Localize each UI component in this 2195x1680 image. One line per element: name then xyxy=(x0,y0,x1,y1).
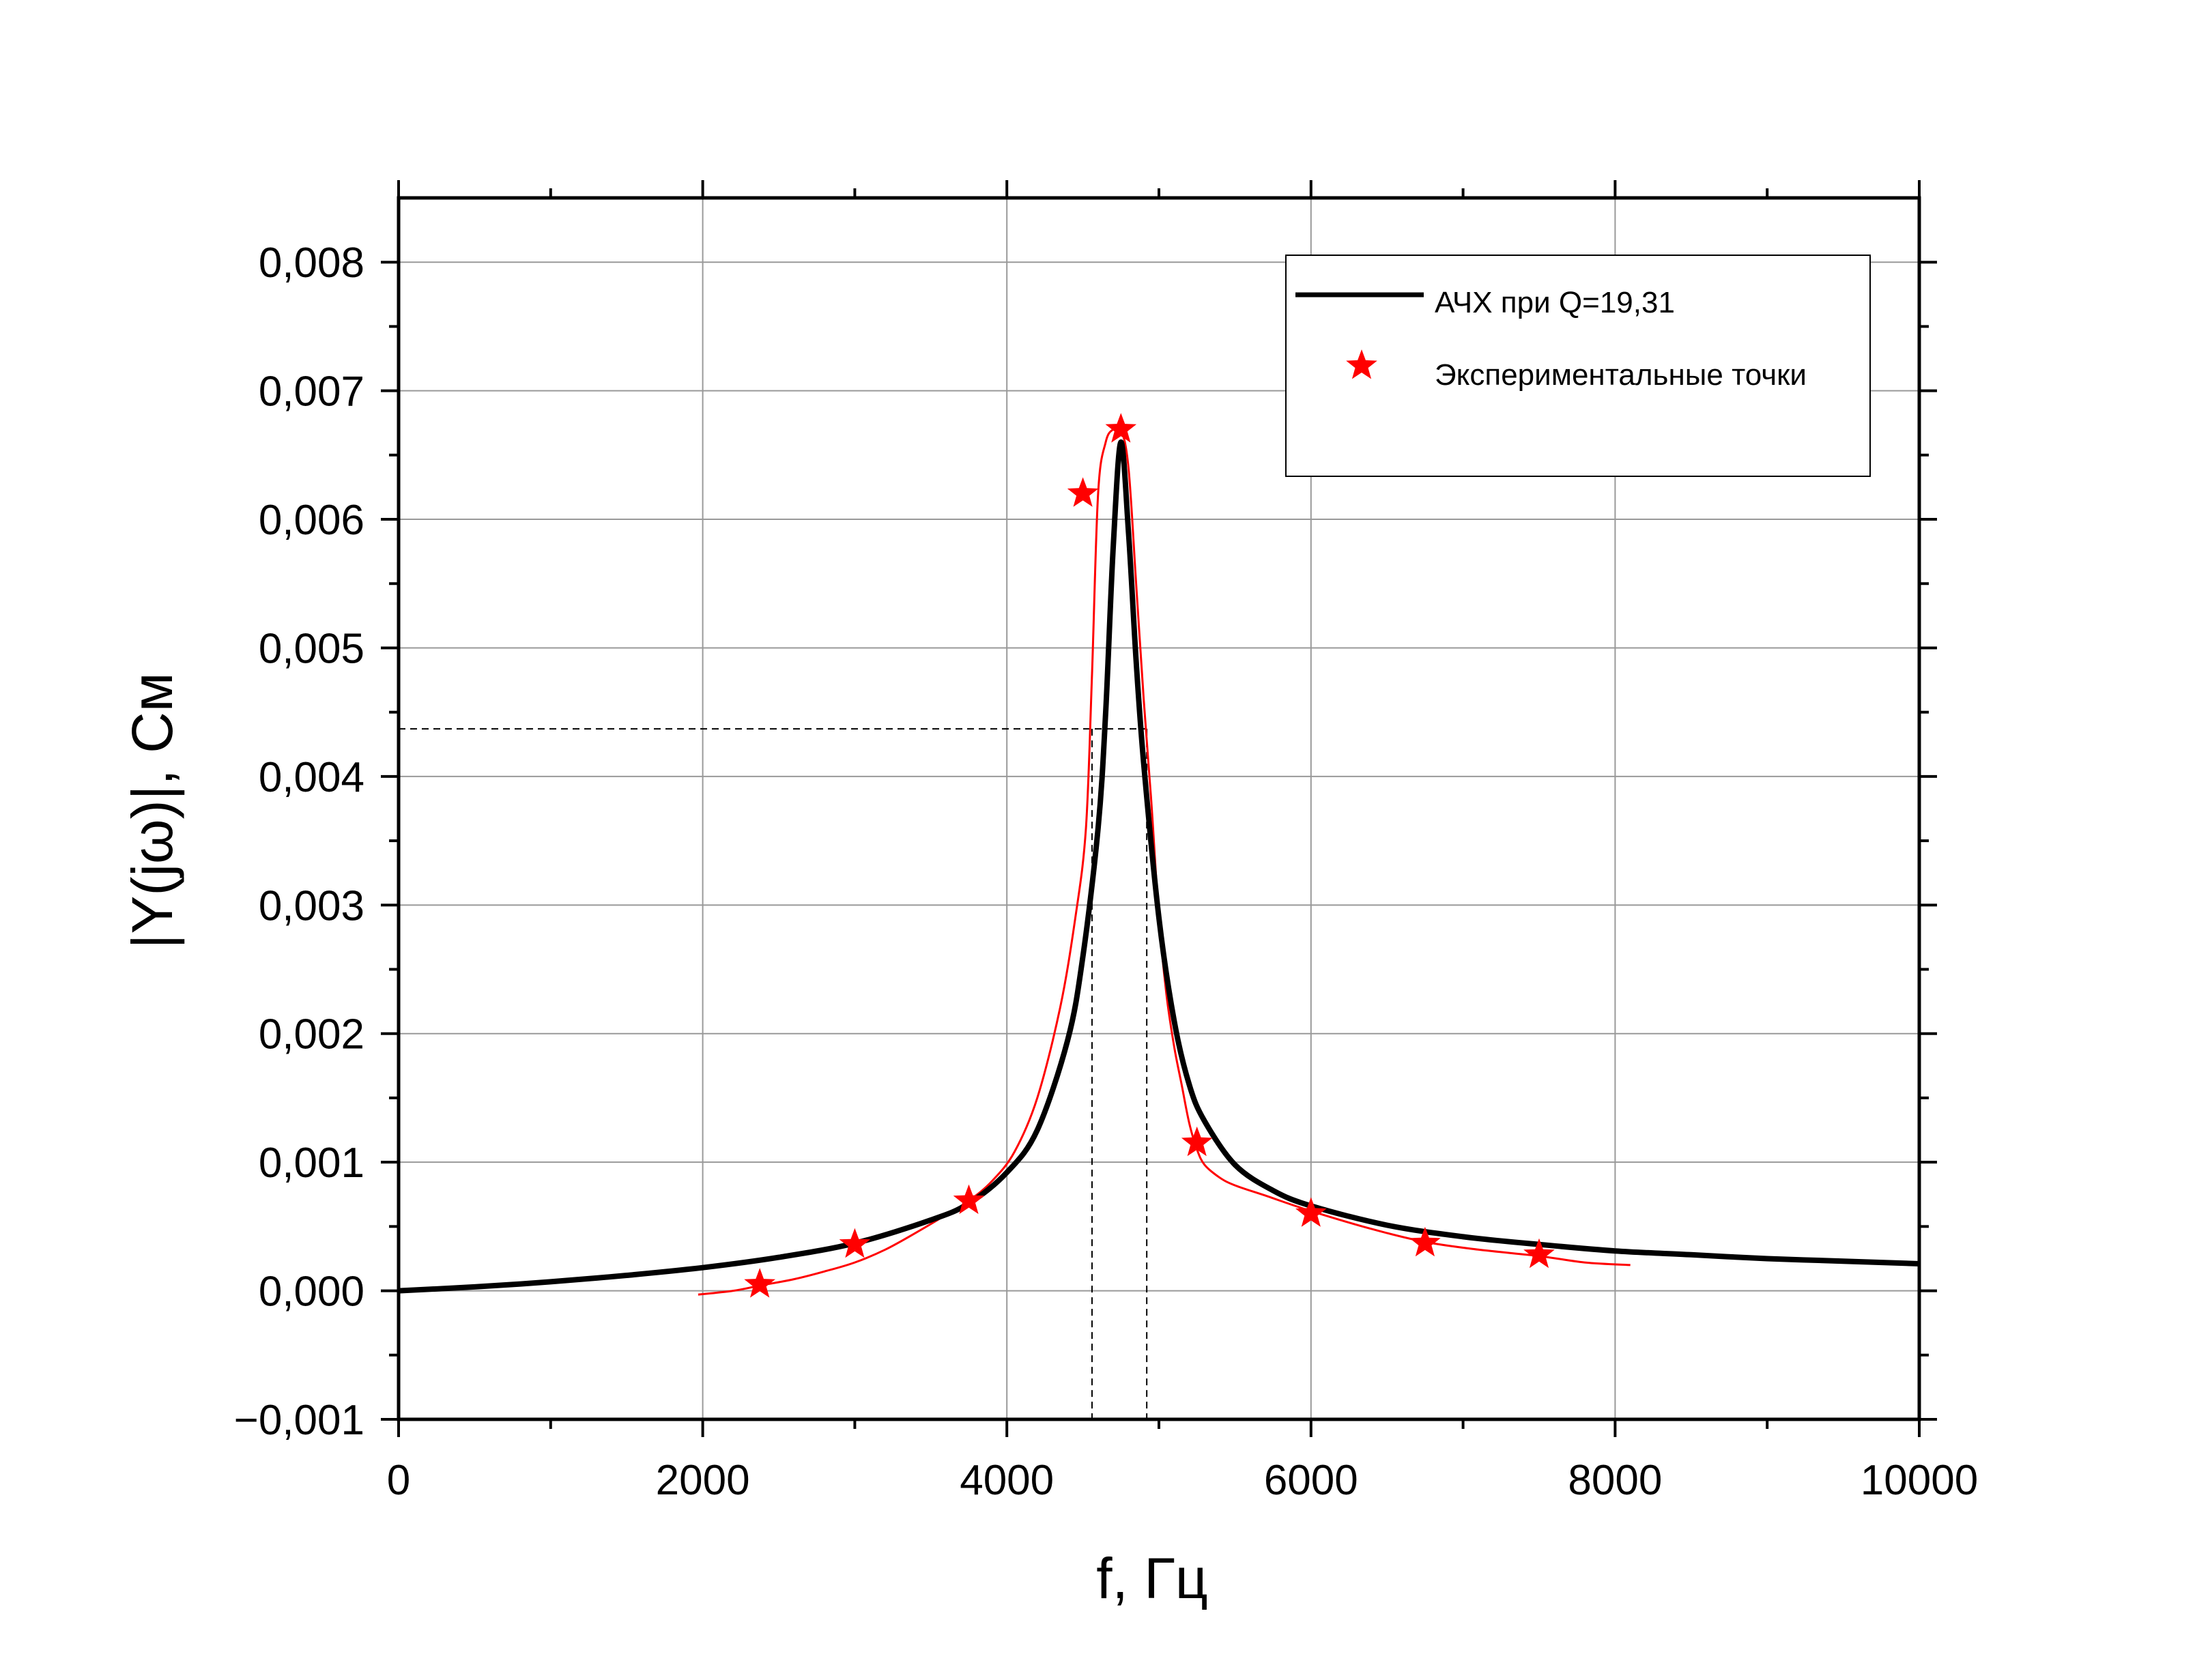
y-tick-label: 0,005 xyxy=(259,625,364,672)
y-axis-title: |Y(jω)|, См xyxy=(120,673,184,949)
series-layer xyxy=(398,413,1920,1298)
x-axis-title: f, Гц xyxy=(1096,1546,1208,1610)
y-tick-label: 0,003 xyxy=(259,882,364,929)
x-tick-label: 10000 xyxy=(1861,1457,1978,1504)
x-tick-label: 6000 xyxy=(1264,1457,1358,1504)
data-point-star xyxy=(1295,1197,1327,1227)
legend-label-series-2: Экспериментальные точки xyxy=(1435,358,1807,392)
x-tick-label: 0 xyxy=(387,1457,410,1504)
x-tick-label: 8000 xyxy=(1568,1457,1662,1504)
axis-tick-labels: 0 2000 4000 6000 8000 10000 −0,001 0,000 0,001 0,… xyxy=(234,240,1979,1504)
legend-label-series-1: АЧХ при Q=19,31 xyxy=(1435,286,1675,319)
x-tick-label: 4000 xyxy=(960,1457,1054,1504)
y-tick-label: 0,004 xyxy=(259,754,364,801)
y-tick-label: 0,007 xyxy=(259,368,364,416)
data-point-star xyxy=(1181,1126,1213,1157)
y-tick-label: 0,008 xyxy=(259,240,364,287)
legend-star-marker xyxy=(1346,349,1377,379)
y-tick-label: 0,006 xyxy=(259,497,364,544)
axis-ticks xyxy=(381,180,1937,1437)
y-tick-label: 0,002 xyxy=(259,1011,364,1058)
y-tick-label: 0,000 xyxy=(259,1269,364,1316)
y-tick-label: 0,001 xyxy=(259,1140,364,1187)
data-point-star xyxy=(1409,1226,1441,1257)
legend: АЧХ при Q=19,31 Экспериментальные точки xyxy=(1285,255,1871,477)
y-tick-label: −0,001 xyxy=(234,1397,364,1444)
data-point-star xyxy=(953,1184,985,1215)
data-point-star xyxy=(839,1228,871,1258)
data-point-star xyxy=(1067,477,1099,507)
series-line-theory xyxy=(398,439,1920,1294)
data-point-star xyxy=(1523,1238,1555,1269)
legend-box xyxy=(1285,255,1871,477)
x-tick-label: 2000 xyxy=(656,1457,750,1504)
data-point-star xyxy=(1105,413,1137,443)
half-power-guides xyxy=(399,728,1148,1419)
data-point-star xyxy=(744,1268,775,1298)
